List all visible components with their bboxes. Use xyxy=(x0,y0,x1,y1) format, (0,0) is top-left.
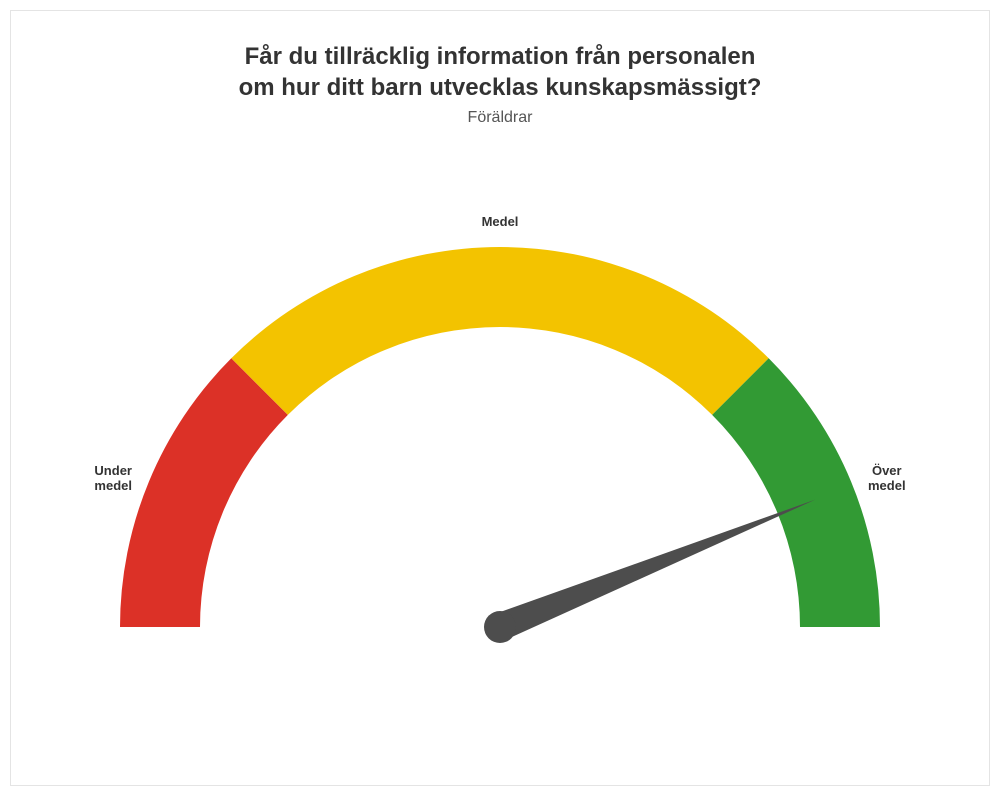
gauge-svg xyxy=(60,167,940,687)
gauge-segment xyxy=(712,359,880,628)
gauge-hub xyxy=(484,611,516,643)
chart-frame: Får du tillräcklig information från pers… xyxy=(10,10,990,786)
gauge-segment xyxy=(231,247,768,415)
gauge-segment xyxy=(120,359,288,628)
title-line-1: Får du tillräcklig information från pers… xyxy=(245,43,756,70)
title-line-2: om hur ditt barn utvecklas kunskapsmässi… xyxy=(239,74,762,101)
title-block: Får du tillräcklig information från pers… xyxy=(11,41,989,127)
segment-label-over-medel: Övermedel xyxy=(868,463,906,494)
gauge-needle xyxy=(495,500,815,640)
gauge-chart: Undermedel Medel Övermedel xyxy=(60,167,940,687)
segment-label-under-medel: Undermedel xyxy=(94,463,132,494)
chart-title: Får du tillräcklig information från pers… xyxy=(11,41,989,103)
segment-label-medel: Medel xyxy=(470,214,530,230)
chart-subtitle: Föräldrar xyxy=(11,109,989,127)
